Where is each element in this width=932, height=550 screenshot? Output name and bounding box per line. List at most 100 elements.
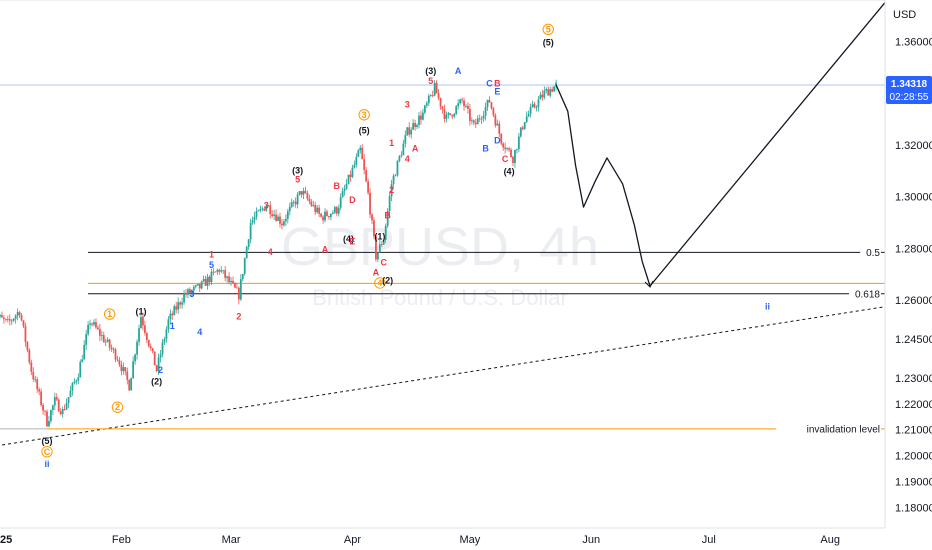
candle-body: [445, 115, 448, 119]
candle-body: [386, 210, 389, 226]
candle-body: [375, 236, 377, 260]
candle-body: [443, 109, 446, 119]
level-label: 0.618: [855, 289, 880, 300]
candle-body: [46, 411, 48, 427]
candle-body: [457, 103, 460, 107]
candle-body: [279, 216, 281, 224]
last-price-badge-bg: [886, 75, 932, 104]
candle-body: [427, 95, 430, 104]
candle-body: [555, 82, 557, 87]
candle-body: [512, 156, 514, 163]
candle-body: [261, 208, 264, 210]
candle-body: [470, 120, 473, 122]
candle-body: [498, 123, 501, 134]
candle-body: [204, 279, 207, 286]
candle-body: [416, 124, 418, 127]
wave-circle: [111, 401, 124, 413]
candle-body: [40, 391, 43, 406]
candle-body: [304, 190, 307, 193]
price-tick: 1.32000: [895, 140, 932, 152]
candle-body: [283, 221, 285, 226]
candle-body: [32, 371, 35, 380]
level-label-bg: [776, 422, 881, 435]
candle-body: [20, 315, 23, 321]
candle-body: [165, 329, 168, 339]
candle-body: [1, 315, 3, 318]
candle-body: [93, 322, 95, 325]
candle-body: [494, 115, 497, 126]
candle-body: [469, 108, 471, 121]
candle-body: [89, 323, 91, 325]
candle-body: [138, 328, 140, 342]
wave-label: 1: [107, 309, 112, 319]
candle-body: [91, 323, 93, 325]
candle-body: [196, 283, 199, 286]
candle-body: [298, 191, 301, 195]
candle-body: [106, 339, 109, 342]
candle-body: [355, 156, 358, 165]
candle-body: [384, 225, 387, 241]
candle-body: [406, 127, 409, 136]
candle-body: [149, 346, 152, 349]
candle-body: [337, 207, 340, 214]
candle-body: [441, 106, 444, 110]
level-label: invalidation level: [807, 424, 880, 435]
wave-label: 5: [209, 260, 214, 270]
candle-body: [192, 286, 195, 291]
projection-path: [555, 2, 886, 287]
candle-body: [128, 379, 131, 391]
candle-body: [408, 127, 411, 135]
candle-body: [226, 276, 229, 278]
candle-body: [275, 214, 277, 221]
candle-body: [308, 198, 311, 202]
candle-body: [247, 239, 250, 247]
wave-label: D: [494, 136, 501, 146]
candle-body: [96, 327, 99, 329]
candle-body: [525, 116, 528, 123]
candle-body: [208, 276, 211, 283]
candle-body: [98, 328, 101, 336]
wave-labels: (5)Cii12(1)(2)2143512345(3)AB(4)DE3(5)(1…: [41, 23, 770, 469]
candle-body: [349, 174, 352, 177]
wave-label: 2: [236, 312, 241, 322]
wave-label: 3: [362, 110, 367, 120]
candle-body: [482, 115, 485, 119]
candle-body: [38, 389, 41, 392]
wave-circle: [358, 109, 370, 121]
candle-body: [65, 403, 68, 410]
candle-body: [333, 207, 336, 213]
candle-body: [212, 271, 215, 273]
candle-body: [63, 409, 66, 410]
candle-body: [142, 316, 144, 326]
candle-body: [236, 287, 238, 289]
candle-body: [169, 313, 172, 320]
candle-body: [181, 302, 183, 305]
wave-label: 3: [264, 200, 269, 210]
candle-body: [422, 112, 424, 120]
candle-body: [378, 244, 381, 253]
time-tick: May: [460, 534, 481, 546]
candle-body: [102, 335, 105, 343]
candle-body: [290, 202, 293, 207]
level-label-bg: [849, 287, 881, 300]
price-tick: 1.21000: [895, 425, 932, 437]
candle-body: [343, 188, 346, 191]
candle-body: [222, 270, 225, 271]
candle-body: [537, 99, 540, 108]
candle-body: [112, 349, 115, 350]
time-axis[interactable]: [0, 528, 885, 550]
candle-body: [547, 89, 550, 96]
candle-body: [232, 280, 234, 284]
candle-body: [324, 211, 326, 221]
time-tick: Feb: [112, 534, 131, 546]
candle-body: [480, 118, 483, 120]
candle-body: [218, 269, 221, 272]
candle-body: [365, 169, 368, 182]
candle-body: [519, 127, 522, 137]
candle-body: [36, 379, 39, 390]
candle-body: [461, 99, 463, 101]
candle-body: [183, 293, 185, 303]
candle-body: [3, 317, 5, 320]
wave-label: 3: [189, 289, 194, 299]
